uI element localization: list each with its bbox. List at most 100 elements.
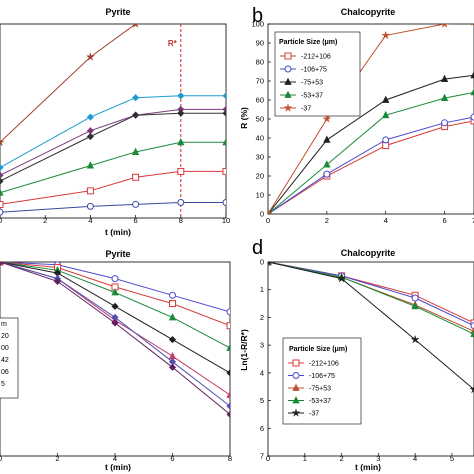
plot-frame — [267, 261, 474, 457]
panel-b-label: b — [252, 5, 263, 27]
legend-label: -106+75 — [309, 373, 335, 380]
data-point — [169, 300, 176, 308]
x-tick-label: 2 — [43, 216, 47, 225]
legend-marker — [284, 77, 292, 85]
data-point — [177, 137, 185, 146]
data-point — [0, 171, 4, 179]
series-line-4 — [0, 141, 226, 194]
data-point — [226, 308, 230, 316]
data-point — [411, 301, 419, 310]
data-point — [177, 109, 185, 117]
legend-d: Particle Size (μm) -212+106 -106+75 -75+53… — [282, 337, 362, 425]
y-tick-label: 3 — [260, 341, 264, 350]
y-tick-label: 0 — [260, 210, 264, 219]
legend-marker — [284, 52, 292, 60]
data-point — [0, 163, 4, 172]
data-point — [226, 410, 230, 418]
data-point — [382, 110, 390, 119]
data-point — [268, 209, 273, 214]
x-tick-label: 4 — [413, 454, 417, 463]
data-point — [323, 135, 331, 143]
y-tick-label: 0 — [260, 258, 264, 267]
y-tick-label: 5 — [260, 396, 264, 405]
data-point — [86, 187, 94, 195]
y-tick-label: 70 — [256, 77, 264, 86]
x-tick-label: 0 — [266, 454, 270, 463]
plot-frame — [0, 23, 227, 219]
data-point — [111, 319, 119, 327]
x-tick-label: 0 — [266, 216, 270, 225]
series-line--37 — [268, 262, 474, 390]
series-group — [0, 24, 226, 216]
x-tick-label: 0 — [0, 454, 2, 463]
data-point — [132, 111, 140, 119]
data-point — [382, 95, 390, 103]
data-point — [132, 24, 139, 29]
series-line-5 — [0, 170, 226, 205]
legend-b-title: Particle Size (μm) — [279, 39, 337, 46]
data-point — [0, 208, 4, 216]
y-tick-label: 6 — [260, 424, 264, 433]
data-point — [222, 167, 226, 175]
x-tick-label: 4 — [113, 454, 117, 463]
x-tick-label: 6 — [442, 216, 446, 225]
legend-label: 00 — [1, 345, 9, 352]
y-tick-label: 60 — [256, 96, 264, 105]
data-point — [169, 291, 176, 299]
legend-marker — [291, 408, 301, 418]
y-tick-label: 100 — [251, 20, 264, 29]
data-point — [381, 30, 391, 40]
panel-b: b Chalcopyrite R (%) 0246701020304050607… — [239, 5, 474, 225]
series-line-1 — [0, 95, 226, 169]
panel-b-title: Chalcopyrite — [341, 7, 396, 17]
legend-label: -53+37 — [309, 398, 331, 405]
x-tick-label: 0 — [0, 216, 2, 225]
plot-area-d: 0 1 2 3 4 5 0 1 2 3 4 5 6 7 — [260, 258, 474, 463]
x-tick-label: 2 — [339, 454, 343, 463]
series-line--106+75 — [268, 116, 474, 214]
data-point — [132, 173, 140, 181]
data-point — [440, 93, 449, 101]
legend-label: -37 — [301, 106, 311, 113]
data-point — [0, 188, 4, 196]
data-point — [86, 161, 95, 169]
data-point — [470, 329, 474, 337]
data-point — [470, 322, 474, 330]
panel-d-xlabel: t (min) — [355, 462, 381, 472]
x-tick-label: 7 — [472, 216, 474, 225]
data-point — [222, 109, 226, 117]
data-point — [168, 363, 177, 371]
data-point — [226, 369, 230, 377]
y-tick-label: 20 — [256, 172, 264, 181]
series-group — [268, 24, 474, 214]
panel-c-xlabel: t (min) — [105, 462, 131, 472]
data-point — [86, 202, 94, 210]
data-point — [131, 147, 140, 155]
series-line-6 — [0, 202, 226, 213]
panel-d-ylabel: Ln(1-R/R*) — [239, 329, 249, 371]
data-point — [0, 137, 5, 147]
data-point — [226, 322, 230, 330]
legend-marker — [283, 103, 293, 113]
legend-label: -106+75 — [301, 67, 327, 74]
legend-label: m — [1, 321, 7, 328]
legend-c: m 20 00 42 06 5 — [0, 317, 19, 399]
data-point — [226, 402, 230, 410]
data-point — [411, 294, 419, 302]
data-point — [177, 92, 185, 100]
legend-marker — [284, 90, 292, 98]
legend-d-title: Particle Size (μm) — [289, 346, 347, 353]
legend-label: 42 — [1, 357, 9, 364]
panel-b-ylabel: R (%) — [239, 107, 249, 129]
data-point — [168, 351, 177, 360]
series-line--106+75 — [268, 262, 474, 327]
data-point — [177, 167, 185, 175]
data-point — [0, 262, 4, 266]
data-point — [336, 273, 347, 283]
legend-marker — [292, 396, 300, 404]
x-tick-label: 10 — [222, 216, 230, 225]
data-point — [222, 92, 226, 100]
data-point — [441, 119, 449, 127]
plot-area-a: 0 2 4 6 8 10 R* — [0, 23, 230, 225]
legend-marker — [292, 359, 300, 367]
